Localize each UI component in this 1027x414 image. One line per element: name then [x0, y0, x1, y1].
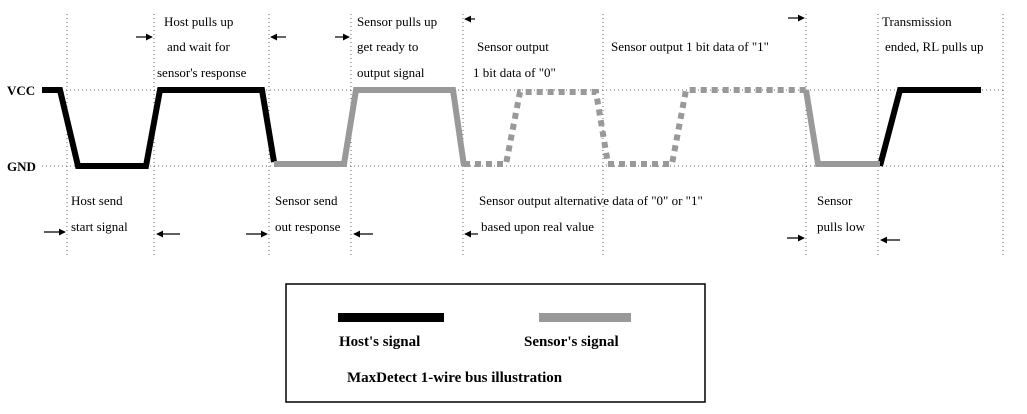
- label-line: output signal: [357, 65, 425, 80]
- label-line: sensor's response: [157, 65, 247, 80]
- sensor-signal-trace: [274, 87, 880, 167]
- label-line: Sensor output: [477, 39, 549, 54]
- label-line: Sensor send: [275, 193, 338, 208]
- sensor-pulls-up-label: Sensor pulls up get ready to output sign…: [357, 14, 440, 80]
- bit-0-waveform: [464, 89, 611, 167]
- sensor-final-low: [803, 89, 880, 167]
- label-line: 1 bit data of "0": [473, 65, 556, 80]
- host-release-rise: [877, 87, 981, 167]
- sensor-send-label: Sensor send out response: [275, 193, 341, 234]
- legend: Host's signal Sensor's signal MaxDetect …: [285, 283, 706, 403]
- sensor-data-bits: [464, 87, 806, 167]
- label-line: Sensor: [817, 193, 853, 208]
- sensor-response-pulse: [274, 87, 467, 167]
- host-signal-swatch: [338, 313, 444, 322]
- label-line: based upon real value: [481, 219, 594, 234]
- level-lines: [42, 89, 1003, 167]
- bit-0-label: Sensor output 1 bit data of "0": [473, 39, 556, 80]
- label-line: Sensor output 1 bit data of "1": [611, 39, 769, 54]
- phase-arrows: [44, 14, 900, 244]
- host-pulls-up-label: Host pulls up and wait for sensor's resp…: [157, 14, 247, 80]
- alternative-data-label: Sensor output alternative data of "0" or…: [479, 193, 706, 234]
- diagram-caption: MaxDetect 1-wire bus illustration: [347, 370, 563, 386]
- label-line: Sensor output alternative data of "0" or…: [479, 193, 703, 208]
- vcc-label: VCC: [7, 83, 35, 98]
- bit-1-label: Sensor output 1 bit data of "1": [611, 39, 769, 54]
- host-send-label: Host send start signal: [71, 193, 128, 234]
- sensor-pulls-low-label: Sensor pulls low: [817, 193, 866, 234]
- gnd-label: GND: [7, 159, 36, 174]
- label-line: start signal: [71, 219, 128, 234]
- label-line: out response: [275, 219, 341, 234]
- label-line: Transmission: [882, 14, 952, 29]
- label-line: and wait for: [167, 39, 230, 54]
- host-signal-trace: [42, 87, 981, 169]
- legend-frame: [285, 283, 706, 403]
- label-line: Host send: [71, 193, 123, 208]
- sensor-signal-swatch: [539, 313, 631, 322]
- label-line: ended, RL pulls up: [885, 39, 983, 54]
- label-line: Sensor pulls up: [357, 14, 437, 29]
- label-line: pulls low: [817, 219, 866, 234]
- sensor-signal-legend-label: Sensor's signal: [524, 334, 619, 350]
- host-signal-legend-label: Host's signal: [339, 334, 420, 350]
- label-line: get ready to: [357, 39, 418, 54]
- bit-1-waveform: [608, 87, 806, 167]
- label-line: Host pulls up: [164, 14, 233, 29]
- host-start-pulse: [42, 87, 277, 169]
- transmission-ended-label: Transmission ended, RL pulls up: [882, 14, 983, 54]
